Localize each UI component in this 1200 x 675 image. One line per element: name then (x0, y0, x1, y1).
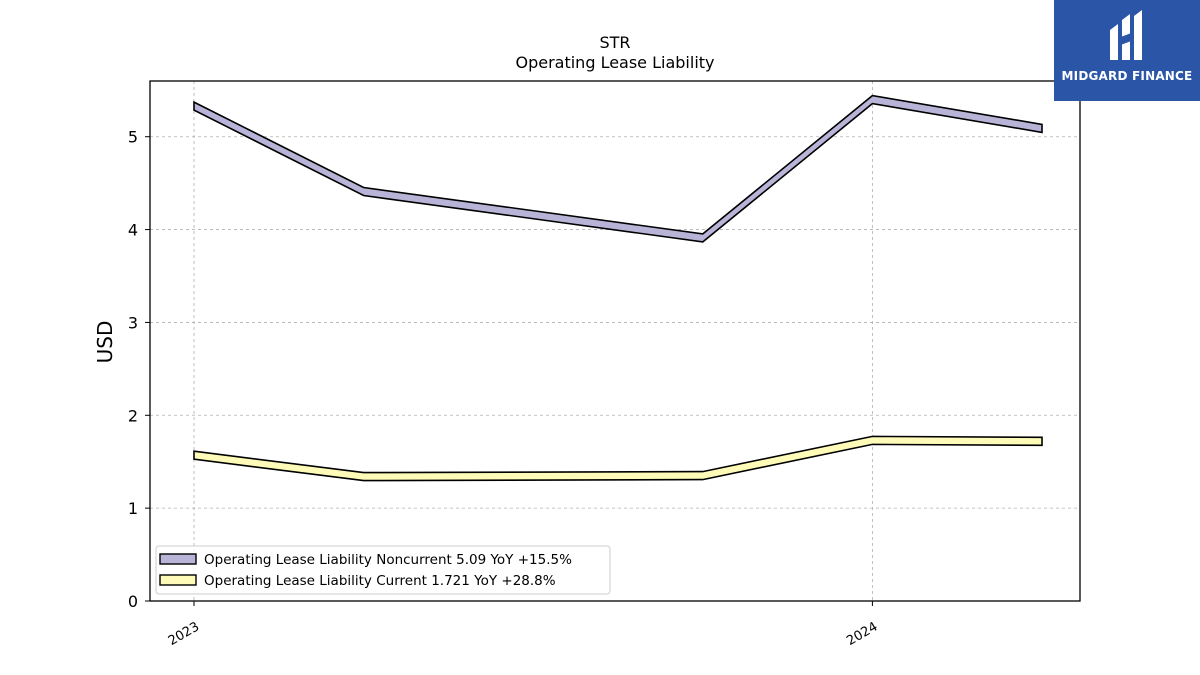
logo-text: MIDGARD FINANCE (1061, 69, 1193, 83)
legend-swatch (159, 574, 197, 586)
x-tick-label: 2024 (844, 619, 880, 649)
legend-label: Operating Lease Liability Noncurrent 5.0… (204, 552, 572, 568)
brand-logo: MIDGARD FINANCE (1054, 0, 1200, 101)
legend-swatch (159, 553, 197, 565)
y-tick-label: 1 (128, 499, 138, 518)
legend-label: Operating Lease Liability Current 1.721 … (204, 573, 556, 589)
y-tick-label: 5 (128, 128, 138, 147)
series-line-noncurrent (193, 94, 1043, 243)
logo-mark-icon (1110, 10, 1142, 60)
legend: Operating Lease Liability Noncurrent 5.0… (155, 545, 611, 595)
plot-frame (149, 80, 1081, 602)
y-tick-label: 4 (128, 221, 138, 240)
y-tick-label: 0 (128, 592, 138, 611)
chart-subtitle: Operating Lease Liability (515, 53, 714, 72)
series-layer (193, 94, 1043, 482)
y-axis-label: USD (93, 321, 117, 364)
series-line-current (193, 435, 1043, 482)
y-tick-label: 3 (128, 313, 138, 332)
legend-box (155, 545, 611, 595)
x-tick-label: 2023 (166, 619, 202, 649)
chart-title: STR (599, 33, 630, 52)
y-tick-label: 2 (128, 406, 138, 425)
